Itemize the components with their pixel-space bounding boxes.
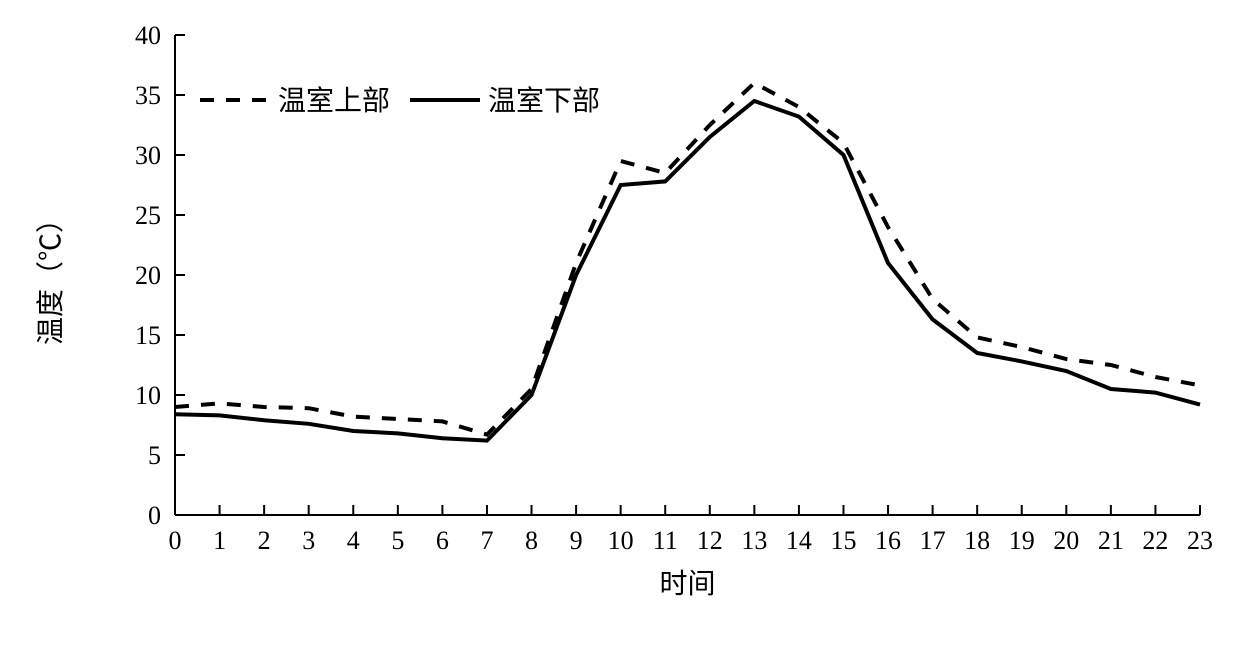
x-tick-label: 18: [964, 526, 990, 555]
legend-label: 温室上部: [278, 85, 390, 117]
x-tick-label: 3: [302, 526, 315, 555]
x-tick-label: 9: [570, 526, 583, 555]
x-tick-label: 15: [830, 526, 856, 555]
series-dashed: [175, 83, 1200, 435]
x-tick-label: 2: [258, 526, 271, 555]
legend-label: 温室下部: [488, 85, 600, 117]
y-tick-label: 40: [135, 21, 161, 50]
y-tick-label: 35: [135, 81, 161, 110]
x-tick-label: 1: [213, 526, 226, 555]
x-tick-label: 21: [1098, 526, 1124, 555]
y-tick-label: 0: [148, 501, 161, 530]
x-tick-label: 16: [875, 526, 901, 555]
x-tick-label: 0: [169, 526, 182, 555]
x-tick-label: 20: [1053, 526, 1079, 555]
y-tick-label: 30: [135, 141, 161, 170]
y-tick-label: 25: [135, 201, 161, 230]
x-tick-label: 5: [391, 526, 404, 555]
series-solid: [175, 101, 1200, 441]
x-tick-label: 19: [1009, 526, 1035, 555]
y-tick-label: 5: [148, 441, 161, 470]
y-tick-label: 10: [135, 381, 161, 410]
line-chart: 0510152025303540012345678910111213141516…: [0, 0, 1240, 662]
x-tick-label: 13: [741, 526, 767, 555]
x-tick-label: 8: [525, 526, 538, 555]
x-tick-label: 6: [436, 526, 449, 555]
x-axis-title: 时间: [659, 568, 715, 600]
x-tick-label: 11: [653, 526, 678, 555]
y-tick-label: 15: [135, 321, 161, 350]
x-tick-label: 23: [1187, 526, 1213, 555]
y-axis-title: 温度（℃）: [35, 205, 67, 345]
y-tick-label: 20: [135, 261, 161, 290]
x-tick-label: 12: [697, 526, 723, 555]
x-tick-label: 10: [608, 526, 634, 555]
x-tick-label: 17: [920, 526, 946, 555]
x-tick-label: 7: [480, 526, 493, 555]
chart-container: 0510152025303540012345678910111213141516…: [0, 0, 1240, 662]
x-tick-label: 4: [347, 526, 360, 555]
x-tick-label: 14: [786, 526, 812, 555]
x-tick-label: 22: [1142, 526, 1168, 555]
